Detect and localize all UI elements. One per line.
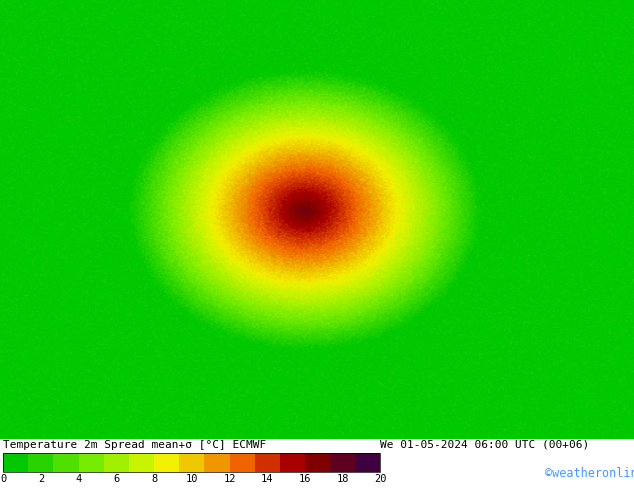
Text: ©weatheronline.co.uk: ©weatheronline.co.uk (545, 467, 634, 480)
Bar (230, 453, 255, 472)
Text: We 01-05-2024 06:00 UTC (00+06): We 01-05-2024 06:00 UTC (00+06) (380, 440, 590, 450)
Bar (53, 453, 79, 472)
Text: 0: 0 (0, 474, 6, 484)
Text: 12: 12 (223, 474, 236, 484)
Text: 16: 16 (299, 474, 311, 484)
Text: 8: 8 (151, 474, 157, 484)
Bar (129, 453, 154, 472)
Text: 6: 6 (113, 474, 119, 484)
Bar (280, 453, 305, 472)
Bar (79, 453, 104, 472)
Bar (305, 453, 330, 472)
Text: 4: 4 (75, 474, 82, 484)
Text: 20: 20 (374, 474, 387, 484)
Bar (29, 453, 53, 472)
Bar (3, 453, 29, 472)
Bar (104, 453, 129, 472)
Bar (179, 453, 204, 472)
Text: 2: 2 (38, 474, 44, 484)
Bar (330, 453, 355, 472)
Text: 18: 18 (337, 474, 349, 484)
Text: 14: 14 (261, 474, 273, 484)
Text: Temperature 2m Spread mean+σ [°C] ECMWF: Temperature 2m Spread mean+σ [°C] ECMWF (3, 440, 266, 450)
Text: 10: 10 (186, 474, 198, 484)
Bar (204, 453, 230, 472)
Bar (154, 453, 179, 472)
Bar (255, 453, 280, 472)
Bar (3, 453, 380, 472)
Bar (355, 453, 380, 472)
